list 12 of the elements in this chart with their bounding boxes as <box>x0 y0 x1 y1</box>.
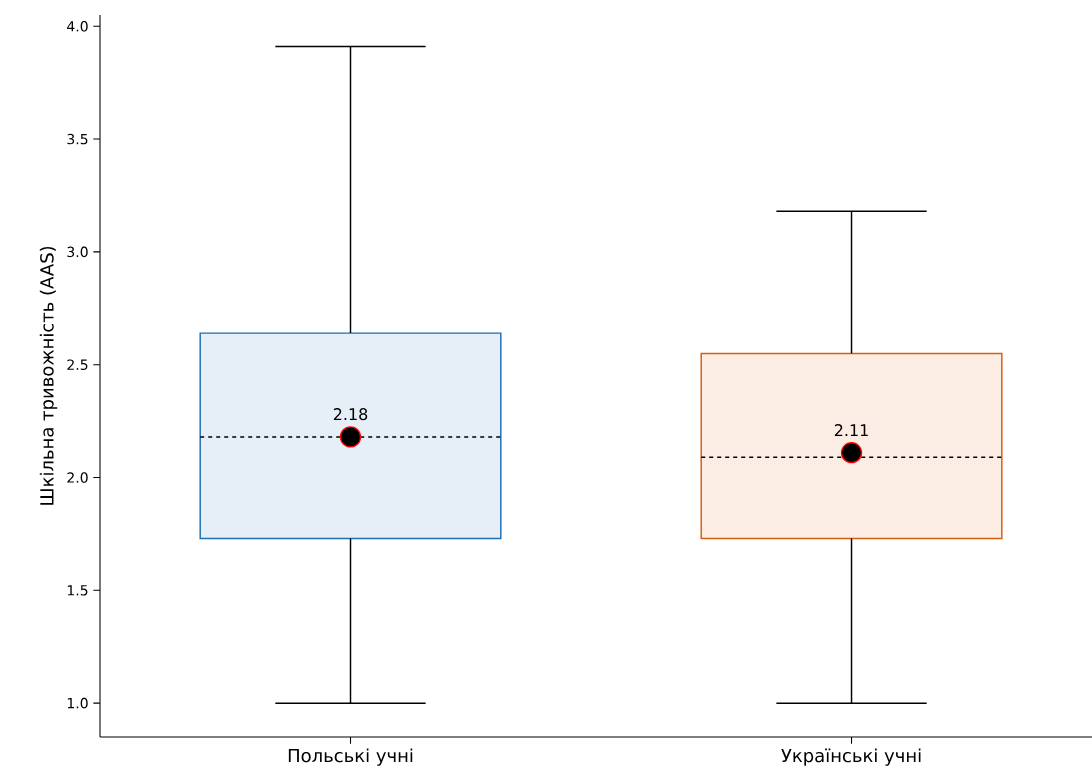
y-tick-label: 4.0 <box>67 20 88 32</box>
y-tick-label: 1.5 <box>67 585 88 596</box>
y-axis-title: Шкільна тривожність (AAS) <box>39 246 58 505</box>
annotation: 2.18 <box>333 408 368 421</box>
y-tick-label: 1.0 <box>67 697 88 709</box>
annotation: 2.11 <box>834 424 868 436</box>
x-tick-label: Українські учні <box>781 748 921 766</box>
y-tick-label: 2.5 <box>67 359 88 370</box>
x-tick-label: Польські учні <box>288 748 413 766</box>
y-tick-label: 3.5 <box>67 133 88 145</box>
y-tick-label: 3.0 <box>67 246 88 258</box>
y-tick-label: 2.0 <box>67 472 88 483</box>
